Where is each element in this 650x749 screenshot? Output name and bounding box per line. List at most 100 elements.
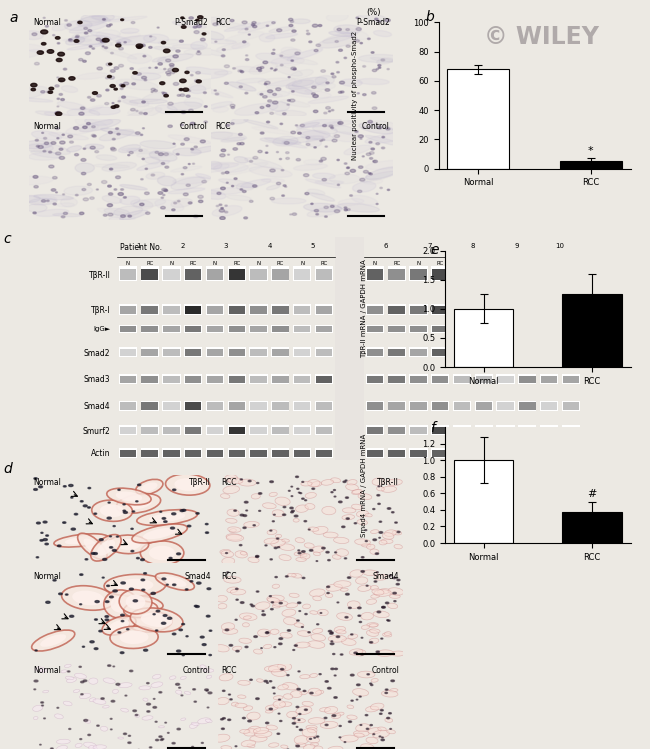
Ellipse shape bbox=[273, 136, 298, 146]
Circle shape bbox=[53, 580, 56, 581]
Circle shape bbox=[111, 70, 115, 73]
Circle shape bbox=[358, 135, 363, 138]
Bar bbox=[316, 326, 332, 332]
Circle shape bbox=[151, 88, 155, 91]
Circle shape bbox=[276, 182, 281, 185]
Bar bbox=[185, 402, 202, 410]
Bar bbox=[562, 348, 580, 357]
Circle shape bbox=[229, 644, 233, 646]
Ellipse shape bbox=[247, 712, 260, 720]
Circle shape bbox=[250, 160, 253, 163]
Circle shape bbox=[356, 28, 361, 31]
Bar bbox=[120, 375, 136, 383]
Ellipse shape bbox=[331, 125, 359, 135]
Bar bbox=[206, 304, 224, 315]
Ellipse shape bbox=[256, 53, 294, 64]
Bar bbox=[272, 306, 289, 314]
Ellipse shape bbox=[242, 622, 250, 627]
Circle shape bbox=[46, 200, 49, 201]
Ellipse shape bbox=[315, 76, 334, 85]
Ellipse shape bbox=[248, 557, 259, 562]
Circle shape bbox=[131, 109, 135, 111]
Circle shape bbox=[358, 93, 359, 94]
Text: 6: 6 bbox=[384, 243, 388, 249]
Circle shape bbox=[78, 21, 82, 23]
Circle shape bbox=[298, 550, 300, 551]
Bar bbox=[410, 425, 428, 435]
Circle shape bbox=[324, 206, 328, 208]
Circle shape bbox=[346, 593, 349, 595]
Ellipse shape bbox=[283, 57, 317, 64]
Bar bbox=[476, 326, 492, 332]
Bar bbox=[540, 266, 558, 282]
Circle shape bbox=[220, 154, 225, 157]
Ellipse shape bbox=[231, 702, 239, 706]
Circle shape bbox=[372, 69, 376, 72]
Ellipse shape bbox=[104, 574, 166, 596]
Circle shape bbox=[179, 629, 183, 631]
Circle shape bbox=[207, 588, 211, 589]
Circle shape bbox=[153, 90, 157, 92]
Circle shape bbox=[57, 98, 60, 100]
Bar bbox=[142, 306, 158, 314]
Ellipse shape bbox=[370, 121, 399, 130]
Circle shape bbox=[255, 556, 259, 557]
Ellipse shape bbox=[313, 82, 335, 90]
Ellipse shape bbox=[220, 549, 230, 554]
Circle shape bbox=[48, 91, 53, 94]
Bar bbox=[119, 304, 137, 315]
Circle shape bbox=[248, 34, 250, 35]
Circle shape bbox=[46, 601, 50, 603]
Circle shape bbox=[378, 486, 380, 487]
Circle shape bbox=[378, 20, 380, 22]
Circle shape bbox=[57, 707, 58, 709]
Circle shape bbox=[310, 692, 313, 694]
Bar bbox=[540, 374, 558, 384]
Circle shape bbox=[257, 482, 259, 484]
Ellipse shape bbox=[208, 132, 246, 141]
Circle shape bbox=[363, 65, 366, 67]
Bar bbox=[315, 374, 333, 384]
Ellipse shape bbox=[334, 25, 361, 34]
Bar bbox=[163, 427, 179, 434]
Circle shape bbox=[278, 547, 280, 548]
Circle shape bbox=[97, 725, 99, 727]
Circle shape bbox=[335, 552, 337, 553]
Bar bbox=[410, 402, 426, 410]
Circle shape bbox=[248, 480, 251, 482]
Circle shape bbox=[194, 146, 198, 148]
Bar bbox=[142, 269, 158, 279]
Text: RCC: RCC bbox=[222, 478, 237, 487]
Ellipse shape bbox=[116, 491, 142, 502]
Circle shape bbox=[291, 60, 294, 61]
Circle shape bbox=[220, 718, 224, 720]
Text: Normal: Normal bbox=[33, 478, 61, 487]
Ellipse shape bbox=[216, 42, 248, 51]
Bar bbox=[476, 450, 492, 457]
Circle shape bbox=[161, 41, 166, 43]
Ellipse shape bbox=[332, 555, 341, 560]
Ellipse shape bbox=[75, 743, 82, 748]
Circle shape bbox=[396, 583, 399, 585]
Ellipse shape bbox=[352, 504, 363, 509]
Text: Control: Control bbox=[180, 122, 207, 131]
Circle shape bbox=[259, 493, 262, 494]
Text: RC: RC bbox=[320, 261, 328, 266]
Ellipse shape bbox=[275, 66, 302, 76]
Bar bbox=[185, 306, 202, 314]
Ellipse shape bbox=[354, 730, 369, 736]
Circle shape bbox=[194, 605, 198, 607]
Circle shape bbox=[55, 112, 62, 115]
Circle shape bbox=[83, 505, 87, 507]
Bar bbox=[540, 304, 558, 315]
Circle shape bbox=[140, 203, 144, 206]
Circle shape bbox=[258, 151, 262, 153]
Circle shape bbox=[281, 195, 285, 196]
Bar bbox=[316, 375, 332, 383]
Circle shape bbox=[221, 207, 224, 209]
Ellipse shape bbox=[196, 69, 228, 79]
Circle shape bbox=[270, 169, 275, 172]
Bar bbox=[518, 348, 536, 357]
Ellipse shape bbox=[239, 613, 257, 620]
Bar bbox=[367, 375, 383, 383]
